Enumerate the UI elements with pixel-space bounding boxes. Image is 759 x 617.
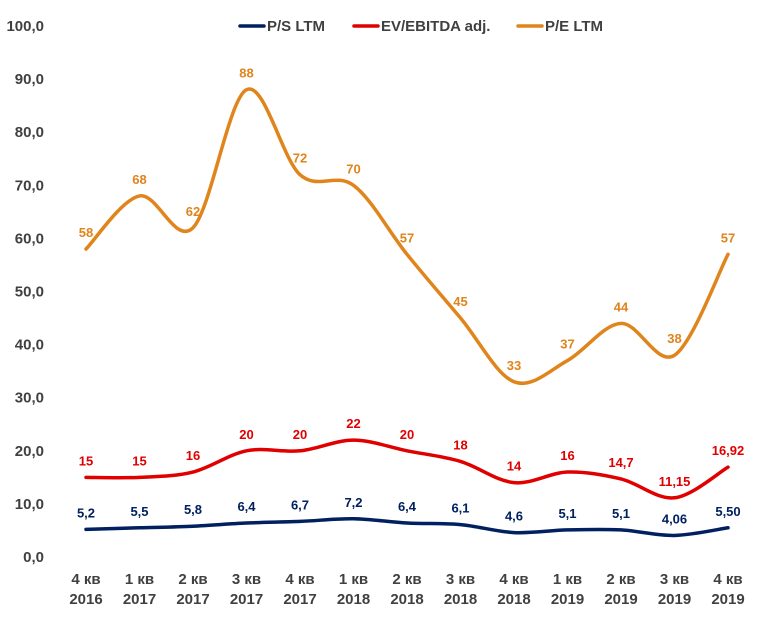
data-label-p-s-ltm: 4,06 <box>662 511 687 526</box>
data-labels: 5,2 5,5 5,8 6,4 6,7 7,2 6,4 6,1 4,6 5,1 5,1 4,06 5,5… <box>77 66 744 527</box>
data-label-p-s-ltm: 6,4 <box>237 499 256 514</box>
x-tick-label: 4 кв 2016 <box>69 571 102 608</box>
y-tick-label: 100,0 <box>6 18 44 35</box>
data-label-p-e-ltm: 70 <box>346 161 360 176</box>
data-label-ev-ebitda-adj: 18 <box>453 437 467 452</box>
series-line-p-s-ltm <box>84 517 730 538</box>
data-label-p-s-ltm: 5,2 <box>77 505 95 520</box>
data-label-p-s-ltm: 5,5 <box>130 504 148 519</box>
data-label-ev-ebitda-adj: 20 <box>400 427 414 442</box>
data-label-p-e-ltm: 88 <box>239 66 253 81</box>
data-label-p-e-ltm: 38 <box>667 331 681 346</box>
data-label-ev-ebitda-adj: 14 <box>507 459 522 474</box>
y-tick-label: 30,0 <box>15 390 44 407</box>
data-label-ev-ebitda-adj: 20 <box>293 427 307 442</box>
data-label-p-s-ltm: 5,50 <box>715 504 740 519</box>
data-label-p-s-ltm: 5,8 <box>184 502 202 517</box>
data-label-ev-ebitda-adj: 11,15 <box>659 474 691 489</box>
legend-label-p-e-ltm: P/E LTM <box>545 18 603 35</box>
y-tick-label: 90,0 <box>15 71 44 88</box>
x-tick-label: 2 кв 2019 <box>604 571 637 608</box>
series-line-ev-ebitda-adj <box>84 438 730 500</box>
data-label-p-s-ltm: 6,4 <box>398 499 417 514</box>
legend: P/S LTM EV/EBITDA adj. P/E LTM <box>238 18 603 35</box>
data-label-p-e-ltm: 57 <box>721 230 735 245</box>
data-label-ev-ebitda-adj: 16 <box>560 448 574 463</box>
data-label-p-e-ltm: 33 <box>507 358 521 373</box>
data-label-p-e-ltm: 57 <box>400 230 414 245</box>
y-tick-label: 50,0 <box>15 284 44 301</box>
x-tick-label: 4 кв 2018 <box>497 571 530 608</box>
x-tick-label: 4 кв 2019 <box>711 571 744 608</box>
legend-label-ev-ebitda-adj: EV/EBITDA adj. <box>381 18 490 35</box>
data-label-ev-ebitda-adj: 15 <box>132 453 146 468</box>
x-tick-label: 4 кв 2017 <box>283 571 316 608</box>
data-label-ev-ebitda-adj: 20 <box>239 427 253 442</box>
x-tick-label: 1 кв 2018 <box>337 571 370 608</box>
data-label-p-e-ltm: 37 <box>560 337 574 352</box>
x-tick-label: 3 кв 2018 <box>444 571 477 608</box>
data-label-ev-ebitda-adj: 16,92 <box>712 443 745 458</box>
series-lines <box>84 87 730 538</box>
x-tick-label: 1 кв 2019 <box>551 571 584 608</box>
legend-label-p-s-ltm: P/S LTM <box>267 18 325 35</box>
data-label-p-e-ltm: 58 <box>79 225 93 240</box>
data-label-p-s-ltm: 6,7 <box>291 497 309 512</box>
data-label-p-s-ltm: 6,1 <box>451 501 469 516</box>
data-label-ev-ebitda-adj: 22 <box>346 416 360 431</box>
x-tick-label: 3 кв 2019 <box>658 571 691 608</box>
y-tick-label: 40,0 <box>15 337 44 354</box>
y-tick-label: 20,0 <box>15 443 44 460</box>
data-label-p-s-ltm: 5,1 <box>612 506 630 521</box>
x-tick-label: 3 кв 2017 <box>230 571 263 608</box>
y-tick-label: 60,0 <box>15 230 44 247</box>
data-label-p-e-ltm: 45 <box>453 294 467 309</box>
series-line-p-e-ltm <box>84 87 730 385</box>
y-tick-label: 80,0 <box>15 124 44 141</box>
data-label-ev-ebitda-adj: 14,7 <box>608 455 633 470</box>
x-axis: 4 кв 2016 1 кв 2017 2 кв 2017 3 кв 2017 4 кв 2017… <box>69 571 744 608</box>
data-label-p-s-ltm: 7,2 <box>344 495 362 510</box>
y-tick-label: 70,0 <box>15 177 44 194</box>
x-tick-label: 2 кв 2018 <box>390 571 423 608</box>
data-label-p-e-ltm: 72 <box>293 151 307 166</box>
data-label-p-s-ltm: 5,1 <box>558 506 576 521</box>
y-tick-label: 0,0 <box>23 549 44 566</box>
data-label-ev-ebitda-adj: 16 <box>186 448 200 463</box>
data-label-p-s-ltm: 4,6 <box>505 509 523 524</box>
y-tick-label: 10,0 <box>15 496 44 513</box>
x-tick-label: 2 кв 2017 <box>176 571 209 608</box>
data-label-p-e-ltm: 68 <box>132 172 146 187</box>
data-label-ev-ebitda-adj: 15 <box>79 453 93 468</box>
x-tick-label: 1 кв 2017 <box>123 571 156 608</box>
y-axis: 0,0 10,0 20,0 30,0 40,0 50,0 60,0 70,0 80,0 90,0 1… <box>6 18 44 566</box>
data-label-p-e-ltm: 44 <box>614 299 629 314</box>
data-label-p-e-ltm: 62 <box>186 204 200 219</box>
